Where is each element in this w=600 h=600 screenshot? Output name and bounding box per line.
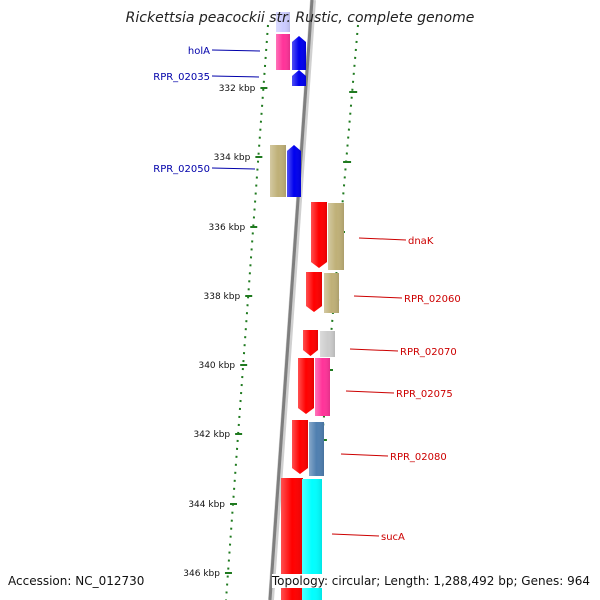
dotted-guide-line bbox=[225, 24, 269, 600]
genome-backbone bbox=[268, 0, 316, 600]
gene-feature-RPR-02060-shine bbox=[324, 273, 339, 313]
gene-feature-red bbox=[281, 478, 303, 600]
gene-feature-RPR-02050-shine bbox=[287, 145, 301, 197]
tick-label: 344 kbp bbox=[188, 500, 225, 510]
gene-label-right: sucA bbox=[381, 532, 405, 543]
gene-feature-dnaK bbox=[328, 203, 344, 270]
gene-feature-RPR-02050 bbox=[287, 145, 301, 197]
gene-feature-red-shine bbox=[292, 420, 308, 474]
gene-label-left: RPR_02035 bbox=[153, 72, 210, 83]
gene-feature-red bbox=[306, 272, 322, 312]
gene-feature-holA-shine bbox=[276, 34, 290, 70]
tick-label: 338 kbp bbox=[204, 292, 241, 302]
tick-label: 332 kbp bbox=[219, 84, 256, 94]
gene-label-right: dnaK bbox=[408, 236, 434, 247]
gene-features bbox=[270, 12, 344, 600]
gene-feature-RPR-02035-shine bbox=[292, 70, 306, 86]
leader-line bbox=[211, 167, 256, 170]
gene-feature-red bbox=[292, 420, 308, 474]
gene-feature-sucA-shine bbox=[302, 479, 322, 600]
tick-label: 340 kbp bbox=[198, 361, 235, 371]
tick-label: 336 kbp bbox=[209, 223, 246, 233]
gene-feature-RPR-02080 bbox=[309, 422, 324, 476]
gene-feature-RPR-02070 bbox=[320, 331, 335, 357]
gene-feature-red-shine bbox=[306, 272, 322, 312]
gene-label-left: holA bbox=[188, 46, 210, 57]
gene-label-right: RPR_02075 bbox=[396, 389, 453, 400]
gene-feature-RPR-02070-shine bbox=[320, 331, 335, 357]
backbone-line bbox=[268, 0, 314, 600]
label-leader-lines bbox=[211, 49, 407, 537]
gene-label-right: RPR_02070 bbox=[400, 347, 457, 358]
gene-feature-blue bbox=[292, 36, 306, 70]
gene-feature-dnaK-red-shine bbox=[311, 202, 327, 268]
gene-feature-red bbox=[298, 358, 314, 414]
gene-feature-RPR-02075-shine bbox=[315, 358, 330, 416]
position-tick-labels: 332 kbp 334 kbp 336 kbp 338 kbp 340 kbp 342 k… bbox=[183, 84, 255, 579]
tick-label: 334 kbp bbox=[214, 153, 251, 163]
gene-labels: holA RPR_02035 RPR_02050 dnaK RPR_02060 RPR_0… bbox=[153, 46, 461, 543]
topology-text: Topology: circular; Length: 1,288,492 bp… bbox=[271, 574, 590, 588]
accession-text: Accession: NC_012730 bbox=[8, 574, 145, 588]
gene-feature-red-shine bbox=[281, 478, 303, 600]
leader-line bbox=[340, 453, 389, 457]
tick-label: 342 kbp bbox=[193, 430, 230, 440]
gene-feature-dnaK-shine bbox=[328, 203, 344, 270]
gene-feature-dnaK-red bbox=[311, 202, 327, 268]
gene-feature-RPR-02060 bbox=[324, 273, 339, 313]
gene-feature-red bbox=[303, 330, 318, 356]
map-title: Rickettsia peacockii str. Rustic, comple… bbox=[125, 10, 475, 26]
gene-feature-lavender-shine bbox=[276, 12, 290, 32]
gene-feature-khaki-shine bbox=[270, 145, 286, 197]
leader-line bbox=[358, 237, 407, 241]
gene-feature-red-shine bbox=[298, 358, 314, 414]
leader-line bbox=[211, 75, 260, 78]
gene-feature-khaki bbox=[270, 145, 286, 197]
gene-feature-RPR-02080-shine bbox=[309, 422, 324, 476]
gene-label-right: RPR_02080 bbox=[390, 452, 447, 463]
gene-label-left: RPR_02050 bbox=[153, 164, 210, 175]
leader-line bbox=[331, 533, 380, 537]
tick-label: 346 kbp bbox=[183, 569, 220, 579]
gene-feature-red-shine bbox=[303, 330, 318, 356]
leader-line bbox=[353, 295, 403, 299]
gene-feature-RPR-02075 bbox=[315, 358, 330, 416]
gene-feature-holA bbox=[276, 34, 290, 70]
gene-label-right: RPR_02060 bbox=[404, 294, 461, 305]
gene-feature-blue-shine bbox=[292, 36, 306, 70]
gene-feature-RPR-02035 bbox=[292, 70, 306, 86]
leader-line bbox=[349, 348, 399, 352]
gene-feature-lavender bbox=[276, 12, 290, 32]
gene-feature-sucA bbox=[302, 479, 322, 600]
leader-line bbox=[211, 49, 261, 52]
leader-line bbox=[345, 390, 395, 394]
